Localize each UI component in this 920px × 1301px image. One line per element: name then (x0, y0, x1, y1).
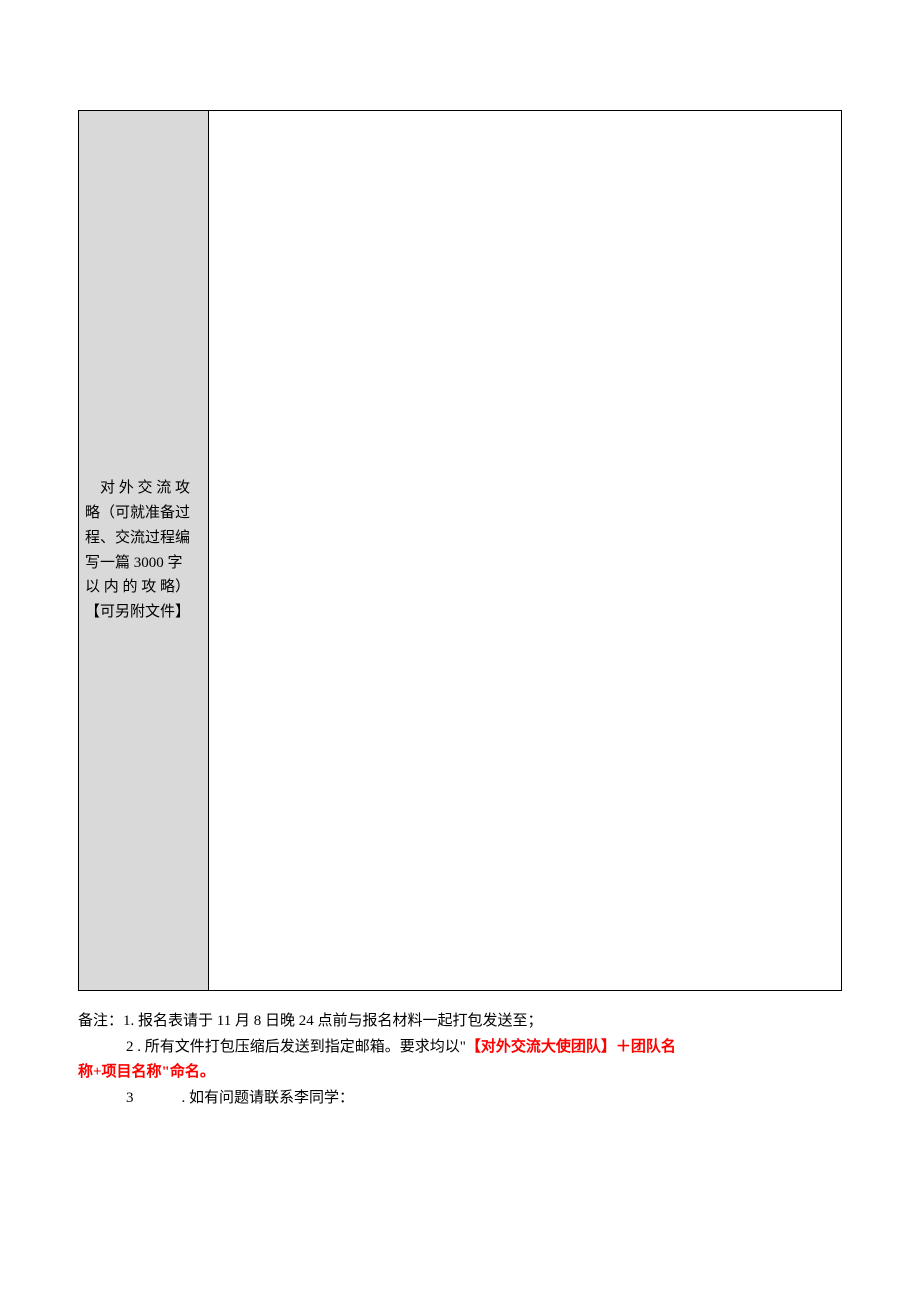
label-text-line: 以 内 的 攻 略） (85, 575, 202, 600)
label-text-line: 程、交流过程编 (85, 526, 202, 551)
table-row: 对 外 交 流 攻 略（可就准备过 程、交流过程编 写一篇 3000 字 以 内… (79, 111, 842, 991)
note-2-highlight-b: 称+项目名称"命名。 (78, 1064, 215, 1080)
note-line-1: 备注：1. 报名表请于 11 月 8 日晚 24 点前与报名材料一起打包发送至； (78, 1009, 842, 1035)
note-3-num: 3 (126, 1090, 134, 1106)
note-3-text: . 如有问题请联系李同学： (182, 1090, 355, 1106)
label-text-line: 【可另附文件】 (85, 600, 202, 625)
label-text-line: 略（可就准备过 (85, 501, 202, 526)
note-line-3: 3 . 如有问题请联系李同学： (78, 1086, 842, 1112)
content-cell (209, 111, 842, 991)
label-text-line: 对 外 交 流 攻 (85, 476, 202, 501)
form-table: 对 外 交 流 攻 略（可就准备过 程、交流过程编 写一篇 3000 字 以 内… (78, 110, 842, 991)
label-cell: 对 外 交 流 攻 略（可就准备过 程、交流过程编 写一篇 3000 字 以 内… (79, 111, 209, 991)
note-line-2: 2 . 所有文件打包压缩后发送到指定邮箱。要求均以"【对外交流大使团队】＋团队名 (78, 1035, 842, 1061)
notes-section: 备注：1. 报名表请于 11 月 8 日晚 24 点前与报名材料一起打包发送至；… (78, 1009, 842, 1111)
document-page: 对 外 交 流 攻 略（可就准备过 程、交流过程编 写一篇 3000 字 以 内… (0, 0, 920, 1151)
note-2-highlight-a: 【对外交流大使团队】＋团队名 (466, 1039, 676, 1055)
note-2-prefix: 2 . 所有文件打包压缩后发送到指定邮箱。要求均以 (126, 1039, 460, 1055)
note-line-2b: 称+项目名称"命名。 (78, 1060, 842, 1086)
label-text-line: 写一篇 3000 字 (85, 551, 202, 576)
